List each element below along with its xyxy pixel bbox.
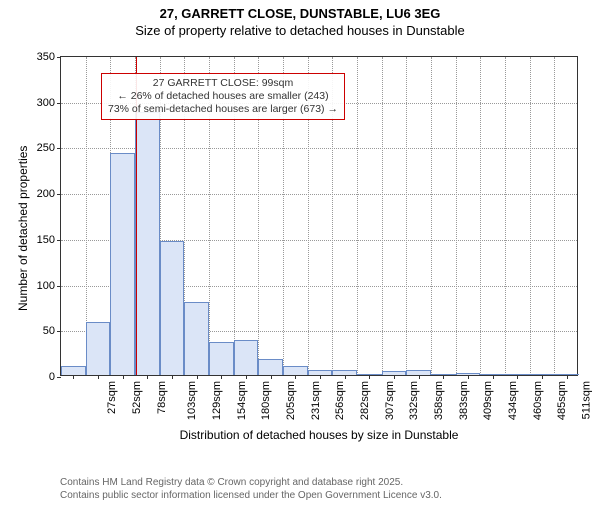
grid-line-v [382,57,383,375]
histogram-bar [258,359,283,375]
x-tick-label: 409sqm [482,381,494,420]
x-tick-label: 205sqm [285,381,297,420]
histogram-bar [283,366,308,375]
x-tick-label: 129sqm [211,381,223,420]
histogram-bar [61,366,86,375]
y-tick-label: 300 [37,97,61,109]
x-tick-mark [197,375,198,379]
x-tick-label: 78sqm [156,381,168,414]
annotation-box: 27 GARRETT CLOSE: 99sqm← 26% of detached… [101,73,345,120]
x-tick-mark [394,375,395,379]
y-tick-label: 200 [37,188,61,200]
x-tick-label: 256sqm [334,381,346,420]
x-tick-label: 180sqm [260,381,272,420]
histogram-bar [135,112,160,375]
grid-line-v [554,57,555,375]
x-tick-mark [567,375,568,379]
x-tick-mark [345,375,346,379]
y-tick-label: 0 [49,371,61,383]
x-tick-label: 27sqm [106,381,118,414]
histogram-bar [160,241,185,375]
chart-title-sub: Size of property relative to detached ho… [0,23,600,38]
grid-line-v [456,57,457,375]
x-tick-label: 154sqm [236,381,248,420]
x-tick-label: 383sqm [458,381,470,420]
x-tick-mark [443,375,444,379]
plot-area: 05010015020025030035027sqm52sqm78sqm103s… [60,56,578,376]
grid-line-v [530,57,531,375]
annotation-line: 73% of semi-detached houses are larger (… [108,103,338,116]
x-tick-label: 52sqm [131,381,143,414]
chart-title-main: 27, GARRETT CLOSE, DUNSTABLE, LU6 3EG [0,6,600,21]
x-tick-label: 231sqm [310,381,322,420]
x-tick-label: 511sqm [580,381,592,419]
histogram-bar [234,340,259,375]
x-tick-label: 282sqm [359,381,371,420]
y-axis-label: Number of detached properties [16,146,30,311]
footer-line-2: Contains public sector information licen… [60,490,442,503]
x-tick-mark [123,375,124,379]
x-tick-label: 103sqm [186,381,198,420]
x-tick-label: 460sqm [532,381,544,420]
x-tick-mark [221,375,222,379]
grid-line-v [357,57,358,375]
grid-line-v [480,57,481,375]
histogram-bar [184,302,209,375]
x-tick-mark [271,375,272,379]
x-tick-mark [246,375,247,379]
x-axis-label: Distribution of detached houses by size … [60,428,578,442]
y-tick-label: 100 [37,280,61,292]
histogram-bar [209,342,234,375]
x-tick-mark [172,375,173,379]
x-tick-label: 332sqm [408,381,420,420]
footer-line-1: Contains HM Land Registry data © Crown c… [60,477,442,490]
annotation-line: 27 GARRETT CLOSE: 99sqm [108,77,338,90]
footer-attribution: Contains HM Land Registry data © Crown c… [60,477,442,502]
x-tick-mark [517,375,518,379]
x-tick-mark [295,375,296,379]
y-tick-label: 250 [37,142,61,154]
grid-line-v [505,57,506,375]
grid-line-v [431,57,432,375]
x-tick-mark [493,375,494,379]
x-tick-label: 485sqm [556,381,568,420]
grid-line-v [406,57,407,375]
x-tick-mark [98,375,99,379]
x-tick-mark [369,375,370,379]
histogram-bar [86,322,111,375]
histogram-bar [110,153,135,375]
x-tick-label: 434sqm [507,381,519,420]
x-tick-mark [468,375,469,379]
x-tick-mark [73,375,74,379]
y-tick-label: 350 [37,51,61,63]
x-tick-label: 358sqm [433,381,445,420]
annotation-line: ← 26% of detached houses are smaller (24… [108,90,338,103]
chart-container: 0 50 100 150 200 250 300 350 27sqm 52sqm 78sqm 103s… [0,46,600,446]
y-tick-label: 50 [43,325,61,337]
x-tick-mark [419,375,420,379]
x-tick-label: 307sqm [384,381,396,420]
x-tick-mark [147,375,148,379]
x-tick-mark [320,375,321,379]
y-tick-label: 150 [37,234,61,246]
x-tick-mark [542,375,543,379]
